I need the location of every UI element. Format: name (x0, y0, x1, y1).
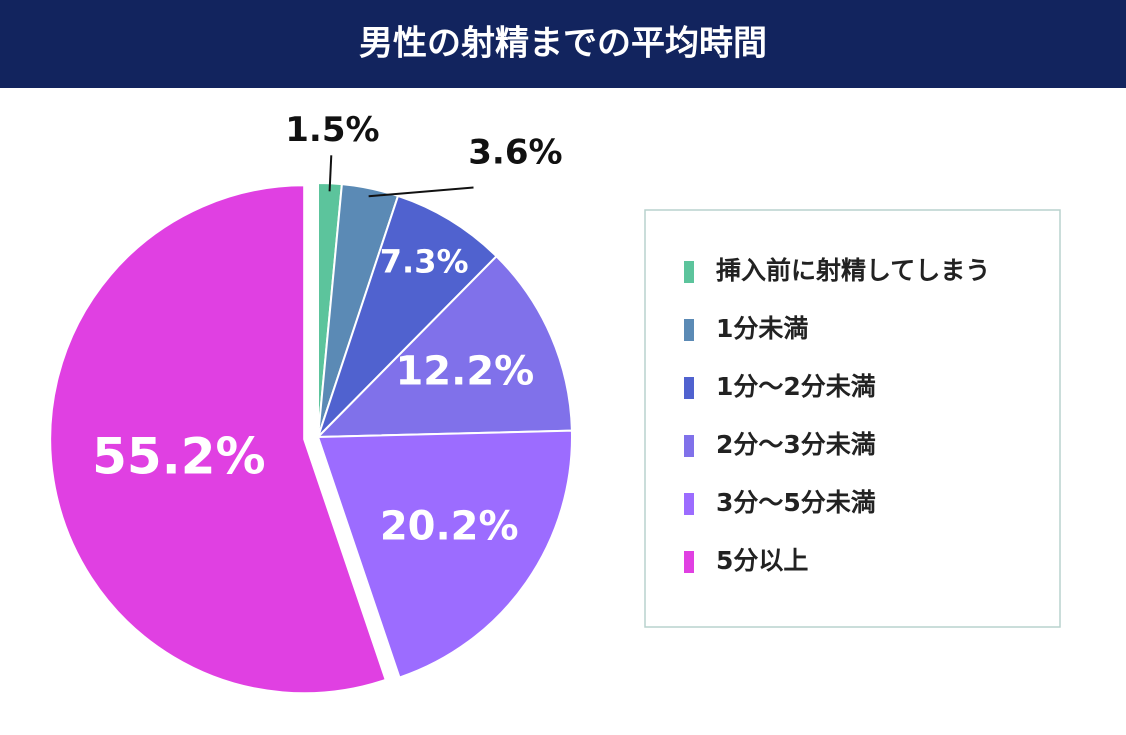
chart-title: 男性の射精までの平均時間 (359, 24, 767, 64)
data-label: 1.5% (285, 110, 379, 150)
legend-label: 5分以上 (716, 546, 808, 575)
pie-slice (316, 429, 573, 679)
legend-swatch (684, 377, 694, 399)
pie-slice (49, 184, 387, 695)
legend-label: 1分〜2分未満 (716, 372, 876, 401)
leader-line (328, 155, 333, 192)
leader-line (368, 186, 474, 198)
data-label: 3.6% (468, 132, 562, 172)
data-label: 55.2% (92, 427, 265, 485)
data-label: 20.2% (380, 504, 519, 550)
legend-swatch (684, 319, 694, 341)
legend-box (644, 209, 1061, 628)
data-label: 12.2% (395, 348, 534, 394)
legend-label: 1分未満 (716, 314, 808, 343)
legend-label: 2分〜3分未満 (716, 430, 876, 459)
pie-slice (317, 194, 498, 438)
legend-swatch (684, 493, 694, 515)
data-label: 7.3% (380, 243, 469, 281)
legend-label: 挿入前に射精してしまう (716, 256, 990, 285)
legend-label: 3分〜5分未満 (716, 488, 876, 517)
title-bar (0, 0, 1126, 88)
legend-swatch (684, 435, 694, 457)
legend-swatch (684, 261, 694, 283)
pie-slice (315, 254, 573, 439)
legend-swatch (684, 551, 694, 573)
